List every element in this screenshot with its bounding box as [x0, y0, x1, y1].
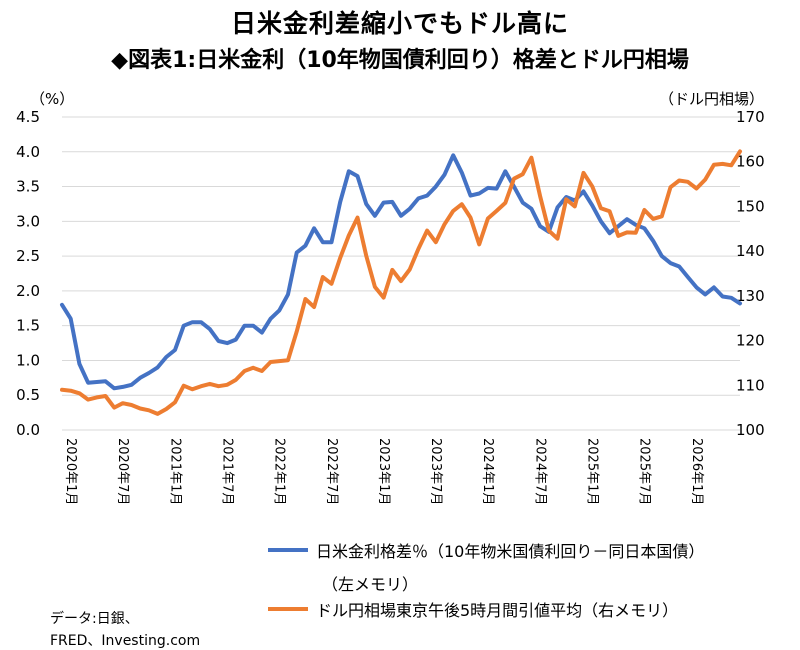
legend-label-spread: 日米金利格差％（10年物米国債利回り－同日本国債）: [316, 542, 705, 561]
right-tick-label: 120: [736, 332, 765, 350]
left-axis-ticks: 0.0 0.5 1.0 1.5 2.0 2.5 3.0 3.5 4.0 4.5: [16, 108, 40, 439]
legend-swatch-usdjpy: [268, 607, 308, 611]
x-tick-label: 2021年1月: [167, 438, 182, 505]
x-tick-label: 2022年7月: [324, 438, 339, 505]
series-line-spread: [60, 153, 742, 391]
legend-label-usdjpy: ドル円相場東京午後5時月間引値平均（右メモリ）: [316, 601, 679, 620]
x-tick-label: 2020年7月: [115, 438, 130, 505]
x-tick-label: 2023年7月: [428, 438, 443, 505]
left-tick-label: 2.5: [16, 247, 40, 265]
x-tick-label: 2021年7月: [219, 438, 234, 505]
left-tick-label: 2.0: [16, 282, 40, 300]
legend-item-usdjpy: ドル円相場東京午後5時月間引値平均（右メモリ）: [268, 597, 678, 621]
x-tick-label: 2022年1月: [272, 438, 287, 505]
x-tick-label: 2024年1月: [480, 438, 495, 505]
x-tick-label: 2023年1月: [376, 438, 391, 505]
legend-label-spread-axis: （左メモリ）: [322, 575, 419, 594]
left-tick-label: 4.0: [16, 143, 40, 161]
source-line-1: データ:日銀、: [50, 611, 139, 627]
right-tick-label: 140: [736, 242, 765, 260]
right-axis-ticks: 100 110 120 130 140 150 160 170: [736, 108, 765, 439]
right-tick-label: 130: [736, 287, 765, 305]
chart-title: 日米金利差縮小でもドル高に: [230, 9, 569, 38]
left-tick-label: 3.5: [16, 178, 40, 196]
left-tick-label: 0.5: [16, 386, 40, 404]
left-axis-unit: （%）: [30, 90, 75, 108]
left-tick-label: 1.0: [16, 351, 40, 369]
right-axis-unit: （ドル円相場）: [658, 90, 764, 108]
x-tick-label: 2025年1月: [585, 438, 600, 505]
x-tick-label: 2020年1月: [63, 438, 78, 505]
legend-item-spread: 日米金利格差％（10年物米国債利回り－同日本国債）: [268, 538, 704, 562]
right-tick-label: 160: [736, 153, 765, 171]
left-tick-label: 4.5: [16, 108, 40, 126]
right-tick-label: 150: [736, 197, 765, 215]
x-tick-label: 2024年7月: [532, 438, 547, 505]
left-tick-label: 3.0: [16, 212, 40, 230]
right-tick-label: 100: [736, 421, 765, 439]
left-tick-label: 1.5: [16, 317, 40, 335]
right-tick-label: 110: [736, 376, 765, 394]
series-line-usdjpy: [60, 149, 742, 416]
left-tick-label: 0.0: [16, 421, 40, 439]
gridlines: [62, 116, 740, 431]
x-tick-label: 2025年7月: [637, 438, 652, 505]
chart-subtitle: ◆図表1:日米金利（10年物国債利回り）格差とドル円相場: [111, 48, 689, 73]
right-tick-label: 170: [736, 108, 765, 126]
x-tick-label: 2026年1月: [689, 438, 704, 505]
source-line-2: FRED、Investing.com: [50, 633, 201, 649]
x-axis-ticks: 2020年1月 2020年7月 2021年1月 2021年7月 2022年1月 2022年…: [63, 438, 704, 505]
series-lines: [60, 149, 742, 416]
legend-swatch-spread: [268, 548, 308, 552]
